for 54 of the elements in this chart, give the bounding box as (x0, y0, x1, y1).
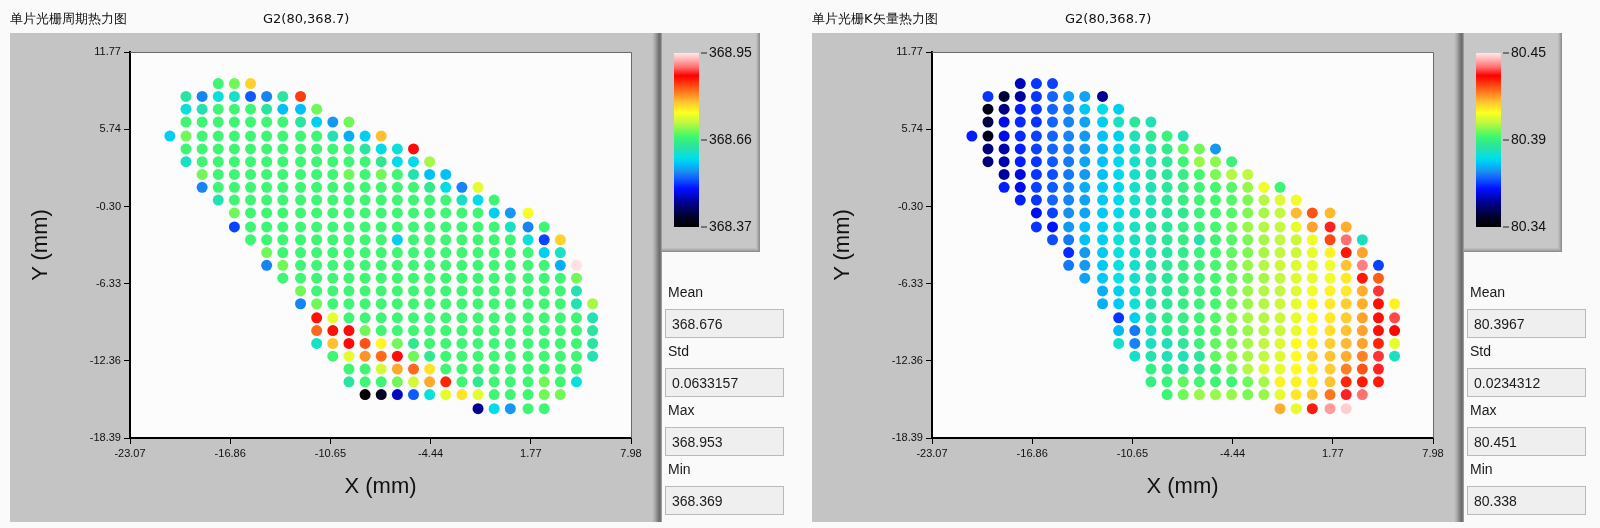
color-bar-label: 80.34 (1511, 217, 1547, 234)
y-tick-label: 5.74 (99, 122, 121, 135)
chart-title: 单片光栅周期热力图 (10, 11, 127, 27)
y-tick-label: 5.74 (901, 122, 923, 135)
text: Min (668, 460, 691, 478)
x-tick-label: -23.07 (916, 446, 948, 459)
y-tick-label: -18.39 (89, 431, 121, 444)
x-tick-label: -4.44 (1220, 446, 1246, 459)
text: Std (1470, 342, 1492, 360)
y-tick-label: -0.30 (897, 199, 923, 212)
text: Max (1470, 401, 1497, 419)
x-tick-label: -16.86 (214, 446, 246, 459)
x-tick-label: -16.86 (1016, 446, 1048, 459)
y-axis-title: Y (mm) (829, 209, 855, 281)
text: Min (1470, 460, 1493, 478)
color-bar-label: 368.37 (709, 217, 753, 234)
chart-subtitle: G2(80,368.7) (263, 11, 350, 27)
y-tick-label: -12.36 (891, 353, 923, 366)
chart-subtitle: G2(80,368.7) (1065, 11, 1152, 27)
value-field: 368.369 (665, 486, 784, 515)
value-field: 80.451 (1467, 427, 1586, 456)
x-axis-title: X (mm) (1146, 472, 1219, 498)
text: Std (668, 342, 690, 360)
color-bar-label: 368.66 (709, 130, 753, 147)
y-axis-title: Y (mm) (27, 209, 53, 281)
x-tick-label: -4.44 (418, 446, 444, 459)
text: Mean (1470, 283, 1506, 301)
x-axis-title: X (mm) (344, 472, 417, 498)
y-tick-label: -0.30 (95, 199, 121, 212)
value-field: 80.338 (1467, 486, 1586, 515)
y-tick-label: -6.33 (897, 276, 923, 289)
value-field: 0.0633157 (665, 368, 784, 397)
text: Max (668, 401, 695, 419)
x-tick-label: -23.07 (114, 446, 146, 459)
chart-title: 单片光栅K矢量热力图 (812, 11, 938, 27)
text: Mean (668, 283, 704, 301)
y-tick-label: 11.77 (896, 45, 923, 58)
y-tick-label: -18.39 (891, 431, 923, 444)
y-tick-label: 11.77 (94, 45, 121, 58)
value-field: 368.953 (665, 427, 784, 456)
x-tick-label: 1.77 (520, 446, 542, 459)
value-field: 80.3967 (1467, 309, 1586, 338)
value-field: 0.0234312 (1467, 368, 1586, 397)
x-tick-label: 7.98 (1422, 446, 1444, 459)
y-tick-label: -6.33 (95, 276, 121, 289)
value-field: 368.676 (665, 309, 784, 338)
x-tick-label: -10.65 (314, 446, 346, 459)
x-tick-label: 7.98 (620, 446, 642, 459)
color-bar-label: 80.45 (1511, 43, 1547, 60)
color-bar-label: 368.95 (709, 43, 753, 60)
x-tick-label: -10.65 (1116, 446, 1148, 459)
y-tick-label: -12.36 (89, 353, 121, 366)
x-tick-label: 1.77 (1322, 446, 1344, 459)
color-bar-label: 80.39 (1511, 130, 1547, 147)
